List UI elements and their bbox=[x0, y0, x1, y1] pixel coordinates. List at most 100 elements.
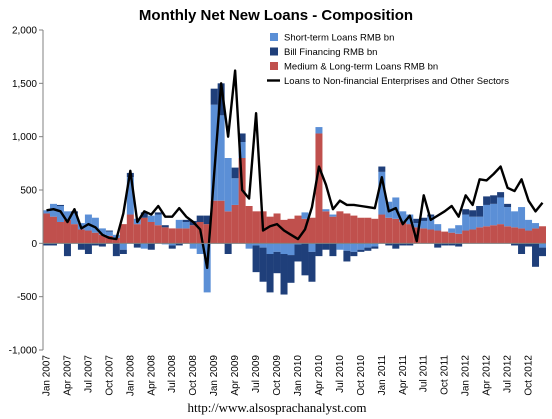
x-axis: Jan 2007 Apr 2007 Jul 2007 Oct 2007 Jan 2008… bbox=[41, 355, 534, 397]
bar-short-term bbox=[84, 214, 92, 231]
x-tick-label: Oct 2010 bbox=[356, 355, 367, 396]
bar-short-term bbox=[175, 219, 183, 229]
bar-medium-long-term bbox=[49, 216, 57, 244]
bar-medium-long-term bbox=[455, 233, 463, 244]
bar-medium-long-term bbox=[91, 232, 99, 244]
bar-medium-long-term bbox=[532, 228, 540, 244]
bar-medium-long-term bbox=[350, 215, 358, 244]
x-tick-label: Oct 2012 bbox=[524, 355, 535, 396]
line-series-group bbox=[46, 69, 544, 270]
x-tick-label: Jan 2010 bbox=[293, 355, 304, 397]
bar-medium-long-term bbox=[497, 224, 505, 244]
bar-medium-long-term bbox=[420, 228, 428, 244]
bar-short-term bbox=[504, 207, 512, 227]
bar-short-term bbox=[413, 223, 421, 228]
bar-bill-financing bbox=[469, 210, 477, 217]
y-tick-label: 0 bbox=[31, 239, 37, 250]
bar-bill-financing bbox=[210, 88, 218, 105]
bar-bill-financing bbox=[63, 243, 71, 257]
bar-medium-long-term bbox=[511, 227, 519, 244]
bar-medium-long-term bbox=[203, 224, 211, 244]
bar-short-term bbox=[126, 177, 134, 215]
bar-bill-financing bbox=[273, 251, 281, 274]
bar-medium-long-term bbox=[77, 229, 85, 244]
x-tick-label: Apr 2008 bbox=[146, 355, 157, 396]
bar-bill-financing bbox=[175, 243, 183, 246]
bar-short-term bbox=[448, 228, 456, 233]
bar-short-term bbox=[469, 216, 477, 230]
bar-bill-financing bbox=[490, 195, 498, 204]
x-tick-label: Jan 2012 bbox=[461, 355, 472, 397]
bar-medium-long-term bbox=[406, 224, 414, 244]
bar-bill-financing bbox=[56, 204, 64, 206]
bar-short-term bbox=[322, 209, 330, 212]
bar-bill-financing bbox=[231, 167, 239, 179]
x-tick-label: Apr 2012 bbox=[482, 355, 493, 396]
source-url: http://www.alsosprachanalyst.com bbox=[188, 400, 367, 415]
bar-bill-financing bbox=[112, 243, 120, 257]
bar-short-term bbox=[98, 228, 106, 235]
bar-short-term bbox=[189, 243, 197, 249]
bar-short-term bbox=[490, 203, 498, 226]
bar-short-term bbox=[357, 243, 365, 250]
bar-bill-financing bbox=[77, 243, 85, 250]
bar-bill-financing bbox=[217, 83, 225, 116]
bar-bill-financing bbox=[525, 243, 533, 247]
bar-medium-long-term bbox=[154, 225, 162, 244]
bar-medium-long-term bbox=[105, 235, 113, 244]
bar-medium-long-term bbox=[252, 211, 260, 244]
bar-medium-long-term bbox=[315, 133, 323, 244]
legend-label: Medium & Long-term Loans RMB bn bbox=[284, 62, 438, 73]
bar-short-term bbox=[70, 213, 78, 225]
bar-bill-financing bbox=[308, 251, 316, 282]
bar-bill-financing bbox=[43, 243, 50, 246]
bar-short-term bbox=[245, 243, 253, 249]
bar-short-term bbox=[315, 127, 323, 134]
bar-medium-long-term bbox=[427, 229, 435, 244]
x-tick-label: Jul 2008 bbox=[167, 355, 178, 393]
bar-bill-financing bbox=[266, 254, 274, 293]
bar-medium-long-term bbox=[189, 225, 197, 244]
bar-medium-long-term bbox=[112, 238, 120, 244]
bar-short-term bbox=[217, 115, 225, 201]
bar-medium-long-term bbox=[238, 158, 246, 244]
bar-medium-long-term bbox=[266, 216, 274, 244]
bar-medium-long-term bbox=[217, 200, 225, 244]
bar-short-term bbox=[476, 216, 484, 228]
bar-bill-financing bbox=[168, 245, 176, 249]
bar-short-term bbox=[343, 243, 351, 251]
legend-swatch bbox=[270, 62, 278, 70]
bar-bill-financing bbox=[280, 254, 288, 295]
bar-bill-financing bbox=[476, 206, 484, 217]
x-tick-label: Apr 2007 bbox=[62, 355, 73, 396]
bar-medium-long-term bbox=[294, 215, 302, 244]
bar-bill-financing bbox=[259, 247, 267, 282]
bar-medium-long-term bbox=[161, 227, 169, 244]
bar-short-term bbox=[105, 231, 113, 236]
bar-medium-long-term bbox=[448, 232, 456, 244]
axes-lines bbox=[42, 30, 546, 350]
bar-short-term bbox=[252, 243, 260, 246]
bar-medium-long-term bbox=[322, 211, 330, 244]
bar-medium-long-term bbox=[56, 222, 64, 244]
bar-bill-financing bbox=[385, 243, 393, 246]
y-tick-label: -500 bbox=[17, 292, 37, 303]
bar-bill-financing bbox=[287, 255, 295, 283]
bar-bill-financing bbox=[329, 243, 337, 257]
bar-short-term bbox=[371, 243, 379, 247]
bar-bill-financing bbox=[448, 243, 456, 246]
bar-medium-long-term bbox=[119, 224, 127, 244]
bar-medium-long-term bbox=[287, 218, 295, 244]
bar-medium-long-term bbox=[476, 227, 484, 244]
bar-medium-long-term bbox=[392, 218, 400, 244]
bar-medium-long-term bbox=[224, 211, 232, 244]
bar-short-term bbox=[497, 197, 505, 225]
x-tick-label: Oct 2008 bbox=[188, 355, 199, 396]
bar-bill-financing bbox=[532, 243, 540, 267]
bar-short-term bbox=[301, 212, 309, 219]
bar-short-term bbox=[294, 243, 302, 245]
bar-short-term bbox=[196, 243, 204, 254]
y-tick-label: 500 bbox=[20, 186, 37, 197]
bar-series-group bbox=[43, 83, 546, 295]
bar-medium-long-term bbox=[490, 225, 498, 244]
